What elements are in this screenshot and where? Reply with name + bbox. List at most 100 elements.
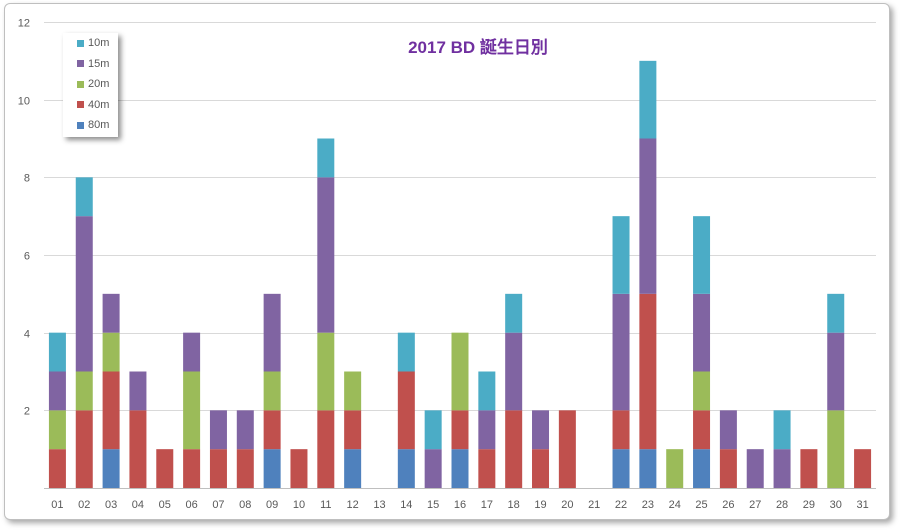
x-tick-label: 11	[320, 499, 331, 511]
bar-segment-15m-27	[746, 449, 764, 488]
x-tick-label: 14	[400, 499, 412, 511]
x-tick-label: 05	[159, 499, 171, 511]
bar-segment-20m-01	[48, 410, 66, 450]
y-tick-label: 4	[24, 329, 30, 341]
bar-segment-80m-09	[263, 449, 281, 488]
y-tick-label: 2	[24, 406, 30, 418]
x-tick-label: 09	[266, 499, 278, 511]
bar-segment-80m-03	[102, 449, 120, 488]
bar-segment-40m-04	[129, 410, 147, 488]
x-tick-label: 03	[105, 499, 117, 511]
bar-segment-40m-08	[236, 449, 254, 488]
bar-segment-20m-02	[75, 371, 93, 411]
bar-segment-15m-06	[183, 332, 201, 372]
bar-segment-15m-28	[773, 449, 791, 488]
bar-segment-15m-25	[693, 293, 711, 372]
x-tick-label: 06	[185, 499, 197, 511]
legend-label: 10m	[88, 37, 110, 49]
x-tick-label: 26	[722, 499, 734, 511]
bar-segment-15m-11	[317, 177, 335, 333]
bar-segment-20m-30	[827, 410, 845, 488]
bar-segment-40m-11	[317, 410, 335, 488]
bar-segment-15m-23	[639, 138, 657, 294]
legend-item-10m: 10m	[77, 37, 109, 49]
bar-segment-10m-30	[827, 293, 845, 333]
x-tick-label: 12	[347, 499, 359, 511]
bar-segment-20m-03	[102, 332, 120, 372]
x-tick-label: 17	[481, 499, 493, 511]
y-tick-label: 10	[18, 96, 30, 108]
bar-segment-40m-14	[397, 371, 415, 450]
x-tick-label: 18	[508, 499, 520, 511]
x-tick-label: 30	[830, 499, 842, 511]
bar-segment-20m-06	[183, 371, 201, 450]
bar-segment-15m-30	[827, 332, 845, 411]
x-tick-label: 31	[856, 499, 868, 511]
bar-segment-10m-17	[478, 371, 496, 411]
bar-segment-80m-16	[451, 449, 469, 488]
bar-segment-40m-23	[639, 293, 657, 450]
x-tick-label: 08	[239, 499, 251, 511]
bar-segment-80m-12	[344, 449, 362, 488]
bar-segment-10m-23	[639, 60, 657, 139]
bar-segment-40m-25	[693, 410, 711, 450]
x-tick-label: 02	[78, 499, 90, 511]
bar-segment-20m-25	[693, 371, 711, 411]
bar-segment-15m-08	[236, 410, 254, 450]
x-tick-label: 07	[212, 499, 224, 511]
bar-segment-40m-01	[48, 449, 66, 488]
x-tick-label: 01	[51, 499, 63, 511]
legend-label: 40m	[88, 98, 110, 111]
legend-item-15m: 15m	[77, 58, 109, 70]
bar-segment-15m-02	[75, 216, 93, 372]
bar-segment-40m-20	[558, 410, 576, 488]
bar-segment-15m-03	[102, 293, 120, 333]
bar-segment-80m-14	[397, 449, 415, 488]
legend-label: 15m	[88, 57, 110, 70]
bar-segment-10m-02	[75, 177, 93, 217]
x-tick-label: 29	[803, 499, 815, 511]
legend-label: 20m	[88, 78, 110, 90]
legend-swatch	[77, 39, 84, 47]
bar-segment-20m-09	[263, 371, 281, 411]
bar-segment-40m-03	[102, 371, 120, 450]
x-tick-label: 04	[132, 499, 144, 511]
y-tick-label: 8	[24, 173, 30, 185]
bar-segment-10m-18	[505, 293, 523, 333]
legend-swatch	[77, 80, 84, 88]
bar-segment-40m-09	[263, 410, 281, 450]
bar-segment-10m-14	[397, 332, 415, 372]
x-tick-label: 24	[669, 499, 681, 511]
bar-segment-40m-12	[344, 410, 362, 450]
bar-segment-40m-16	[451, 410, 469, 450]
legend: 10m 15m 20m 40m 80m	[63, 33, 118, 137]
bar-segment-15m-22	[612, 293, 630, 411]
x-tick-label: 10	[293, 499, 305, 511]
y-tick-label: 12	[18, 18, 30, 30]
x-tick-label: 15	[427, 499, 439, 511]
x-tick-label: 25	[695, 499, 707, 511]
x-tick-label: 20	[561, 499, 573, 511]
bar-segment-40m-10	[290, 449, 308, 488]
legend-item-80m: 80m	[77, 119, 109, 131]
legend-swatch	[77, 101, 84, 108]
bar-segment-10m-11	[317, 138, 335, 178]
bar-segment-20m-16	[451, 332, 469, 411]
bar-segment-80m-23	[639, 449, 657, 488]
x-tick-label: 22	[615, 499, 627, 511]
bar-segment-10m-01	[48, 332, 66, 372]
legend-swatch	[77, 60, 84, 67]
x-tick-label: 28	[776, 499, 788, 511]
bar-segment-15m-09	[263, 293, 281, 372]
bar-segment-40m-19	[532, 449, 550, 488]
chart-title: 2017 BD 誕生日別	[408, 37, 548, 57]
x-tick-label: 21	[588, 499, 600, 511]
bar-segment-40m-31	[854, 449, 872, 488]
bar-segment-20m-12	[344, 371, 362, 411]
bar-segment-15m-07	[209, 410, 227, 450]
bar-segment-15m-01	[48, 371, 66, 411]
bar-segment-15m-26	[719, 410, 737, 450]
y-tick-label: 6	[24, 251, 30, 263]
legend-item-20m: 20m	[77, 78, 109, 90]
